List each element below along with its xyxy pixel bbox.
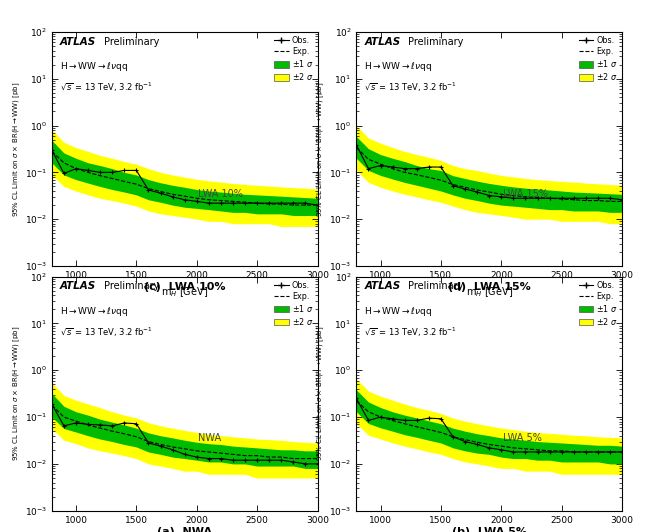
Text: H$\rightarrow$WW$\rightarrow\ell\nu$qq: H$\rightarrow$WW$\rightarrow\ell\nu$qq — [364, 60, 432, 73]
Y-axis label: 95% CL Limit on $\sigma \times$ BR(H$\rightarrow$WW) [pb]: 95% CL Limit on $\sigma \times$ BR(H$\ri… — [12, 326, 22, 461]
Text: ATLAS: ATLAS — [364, 37, 400, 47]
Legend: Obs., Exp., $\pm$1 $\sigma$, $\pm$2 $\sigma$: Obs., Exp., $\pm$1 $\sigma$, $\pm$2 $\si… — [273, 35, 315, 84]
Text: (b)  LWA 5%: (b) LWA 5% — [452, 527, 527, 532]
Text: ATLAS: ATLAS — [60, 281, 96, 292]
Text: $\sqrt{s}$ = 13 TeV, 3.2 fb$^{-1}$: $\sqrt{s}$ = 13 TeV, 3.2 fb$^{-1}$ — [60, 326, 152, 339]
Text: LWA 10%: LWA 10% — [198, 189, 243, 199]
Legend: Obs., Exp., $\pm$1 $\sigma$, $\pm$2 $\sigma$: Obs., Exp., $\pm$1 $\sigma$, $\pm$2 $\si… — [273, 279, 315, 328]
Y-axis label: 95% CL Limit on $\sigma \times$ BR(H$\rightarrow$WW) [pb]: 95% CL Limit on $\sigma \times$ BR(H$\ri… — [316, 326, 327, 461]
Text: Preliminary: Preliminary — [408, 37, 463, 47]
X-axis label: m$_{H}$ [GeV]: m$_{H}$ [GeV] — [161, 530, 208, 532]
Y-axis label: 95% CL Limit on $\sigma \times$ BR(H$\rightarrow$WW) [pb]: 95% CL Limit on $\sigma \times$ BR(H$\ri… — [12, 81, 22, 217]
Text: (a)  NWA: (a) NWA — [157, 527, 213, 532]
Legend: Obs., Exp., $\pm$1 $\sigma$, $\pm$2 $\sigma$: Obs., Exp., $\pm$1 $\sigma$, $\pm$2 $\si… — [577, 35, 619, 84]
Text: $\sqrt{s}$ = 13 TeV, 3.2 fb$^{-1}$: $\sqrt{s}$ = 13 TeV, 3.2 fb$^{-1}$ — [364, 326, 457, 339]
Text: Preliminary: Preliminary — [104, 281, 159, 292]
Text: H$\rightarrow$WW$\rightarrow\ell\nu$qq: H$\rightarrow$WW$\rightarrow\ell\nu$qq — [60, 305, 128, 318]
Text: (c)  LWA 10%: (c) LWA 10% — [144, 282, 226, 292]
Legend: Obs., Exp., $\pm$1 $\sigma$, $\pm$2 $\sigma$: Obs., Exp., $\pm$1 $\sigma$, $\pm$2 $\si… — [577, 279, 619, 328]
X-axis label: m$_{H}$ [GeV]: m$_{H}$ [GeV] — [466, 285, 513, 299]
Text: $\sqrt{s}$ = 13 TeV, 3.2 fb$^{-1}$: $\sqrt{s}$ = 13 TeV, 3.2 fb$^{-1}$ — [60, 81, 152, 95]
X-axis label: m$_{H}$ [GeV]: m$_{H}$ [GeV] — [161, 285, 208, 299]
X-axis label: m$_{H}$ [GeV]: m$_{H}$ [GeV] — [466, 530, 513, 532]
Text: $\sqrt{s}$ = 13 TeV, 3.2 fb$^{-1}$: $\sqrt{s}$ = 13 TeV, 3.2 fb$^{-1}$ — [364, 81, 457, 95]
Text: ATLAS: ATLAS — [60, 37, 96, 47]
Text: H$\rightarrow$WW$\rightarrow\ell\nu$qq: H$\rightarrow$WW$\rightarrow\ell\nu$qq — [364, 305, 432, 318]
Text: LWA 5%: LWA 5% — [503, 434, 541, 444]
Text: Preliminary: Preliminary — [104, 37, 159, 47]
Text: Preliminary: Preliminary — [408, 281, 463, 292]
Text: H$\rightarrow$WW$\rightarrow\ell\nu$qq: H$\rightarrow$WW$\rightarrow\ell\nu$qq — [60, 60, 128, 73]
Text: ATLAS: ATLAS — [364, 281, 400, 292]
Y-axis label: 95% CL Limit on $\sigma \times$ BR(H$\rightarrow$WW) [pb]: 95% CL Limit on $\sigma \times$ BR(H$\ri… — [316, 81, 327, 217]
Text: (d)  LWA 15%: (d) LWA 15% — [448, 282, 531, 292]
Text: LWA 15%: LWA 15% — [503, 189, 548, 199]
Text: NWA: NWA — [198, 434, 221, 444]
